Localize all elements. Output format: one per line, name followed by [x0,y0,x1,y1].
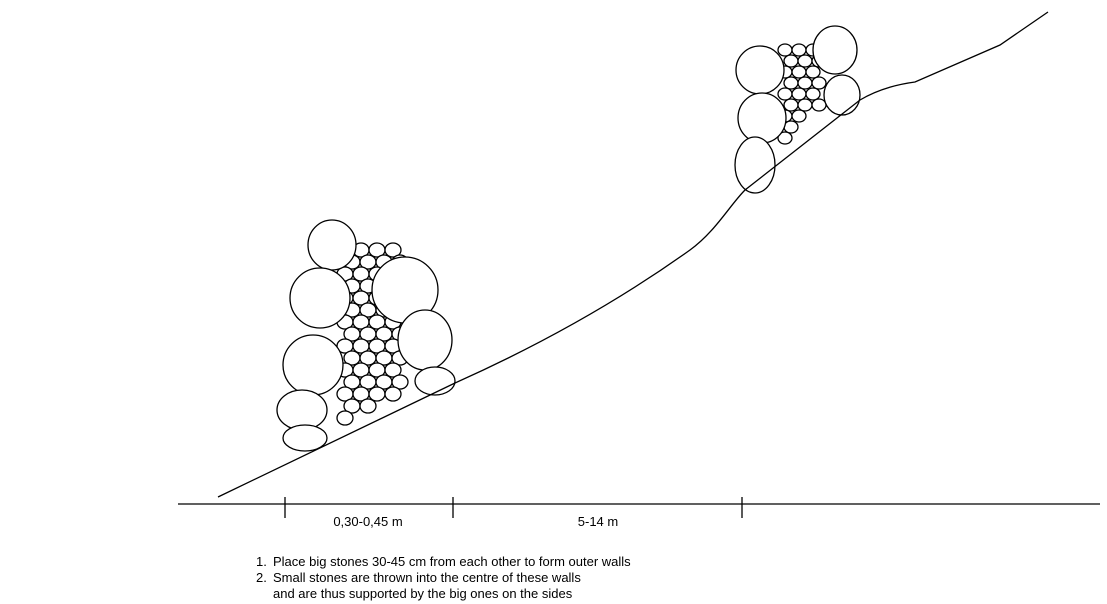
stone [282,424,328,452]
stone [397,309,453,371]
stone [777,131,793,145]
stone [797,54,813,68]
stone [812,25,858,75]
stone [805,65,821,79]
slope [217,11,1049,498]
stone [737,92,787,144]
stone [391,374,409,390]
stone [791,109,807,123]
stone [791,65,807,79]
note-number: 2. [256,570,267,585]
stone [811,76,827,90]
stone [791,87,807,101]
note-text: and are thus supported by the big ones o… [273,586,573,601]
note-number: 1. [256,554,267,569]
stone [805,87,821,101]
stone [384,362,402,378]
stone [797,98,813,112]
stone [797,76,813,90]
stone [384,386,402,402]
stone [791,43,807,57]
stone [783,98,799,112]
stone [783,76,799,90]
stone [783,54,799,68]
stone [414,366,456,396]
note-text: Place big stones 30-45 cm from each othe… [273,554,631,569]
stone [823,74,861,116]
stone [368,386,386,402]
stone [384,242,402,258]
stone [359,398,377,414]
stone [734,136,776,194]
stone [336,410,354,426]
stone [735,45,785,95]
stone [811,98,827,112]
stone [307,219,357,271]
stone [777,43,793,57]
stone [276,389,328,431]
note-text: Small stones are thrown into the centre … [273,570,581,585]
dimension-label: 0,30-0,45 m [333,514,402,529]
stones [276,25,861,452]
dimension-label: 5-14 m [578,514,618,529]
stone [289,267,351,329]
stone [282,334,344,396]
stone [777,87,793,101]
